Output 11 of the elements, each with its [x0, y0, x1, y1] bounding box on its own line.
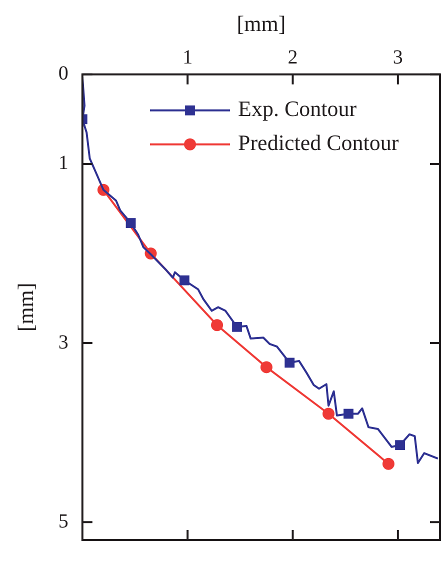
y-tick-label: 1: [58, 152, 68, 174]
legend-label: Predicted Contour: [238, 130, 400, 156]
y-tick-label: 0: [58, 62, 68, 85]
x-tick-label: 3: [392, 46, 403, 69]
legend-label: Exp. Contour: [238, 96, 358, 122]
y-axis-title: [mm]: [12, 282, 38, 332]
x-tick-label: 1: [182, 46, 193, 69]
x-axis-title: [mm]: [236, 10, 286, 36]
y-tick-label: 3: [58, 331, 68, 354]
x-tick-label: 2: [288, 46, 298, 69]
y-tick-label: 5: [58, 510, 68, 532]
